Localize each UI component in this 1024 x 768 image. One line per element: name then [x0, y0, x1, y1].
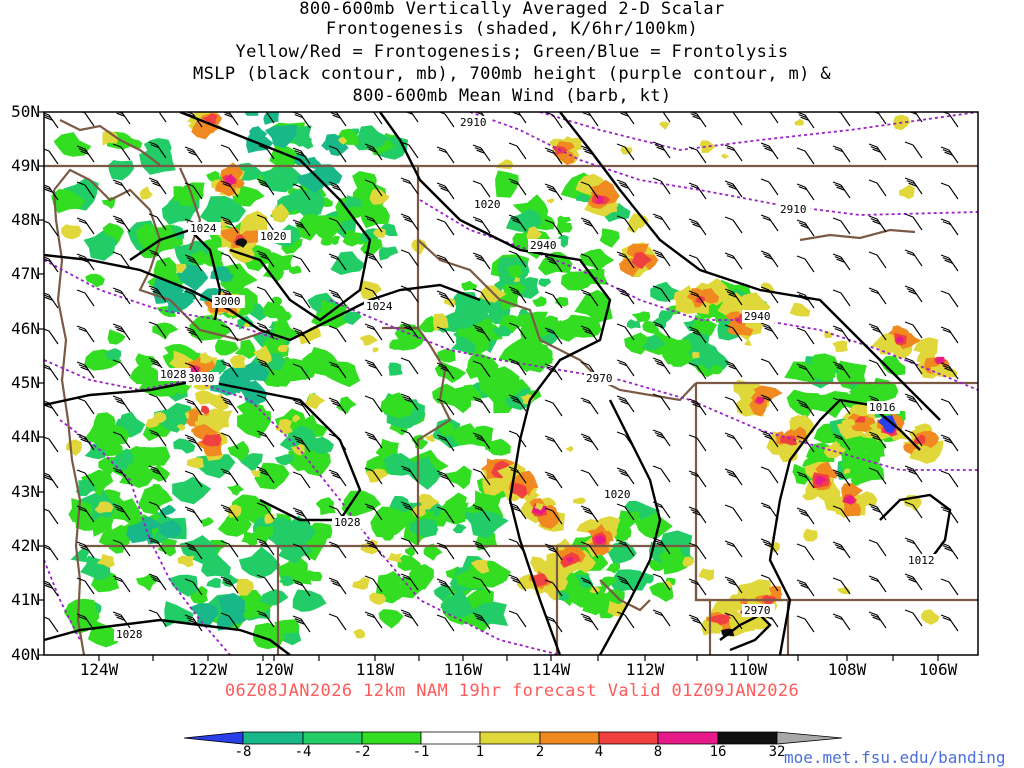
- contour-label: 1028: [334, 516, 361, 529]
- contour-label-bg: [584, 372, 617, 385]
- lat-label: 43N: [11, 482, 40, 501]
- colorbar-label: 4: [594, 744, 604, 760]
- lat-label: 42N: [11, 536, 40, 555]
- colorbar-label: -1: [412, 744, 430, 760]
- colorbar-label: -8: [234, 744, 252, 760]
- contour-label: 1020: [474, 198, 501, 211]
- lon-label: 120W: [254, 660, 294, 679]
- contour-label: 1028: [160, 368, 187, 381]
- lat-label: 41N: [11, 590, 40, 609]
- contour-label: 2940: [744, 310, 771, 323]
- contour-label: 2970: [744, 604, 771, 617]
- frontogenesis-map: 1024 1020 1020 1024 1028 1028 1028 1020 1016 1012…: [38, 111, 979, 661]
- contour-label: 3000: [214, 295, 241, 308]
- lat-label: 40N: [11, 645, 40, 664]
- title-line-5: 800-600mb Mean Wind (barb, kt): [352, 86, 672, 106]
- contour-label-bg: [472, 198, 505, 211]
- lat-label: 46N: [11, 319, 40, 338]
- contour-label: 1028: [116, 628, 143, 641]
- colorbar-label: 8: [653, 744, 663, 760]
- colorbar-swatch: [302, 731, 363, 745]
- contour-label: 1016: [869, 401, 896, 414]
- title-line-1: 800-600mb Vertically Averaged 2-D Scalar: [299, 0, 725, 19]
- colorbar-label: 16: [709, 744, 727, 760]
- contour-label: 1024: [190, 222, 217, 235]
- contour-label: 3030: [188, 372, 215, 385]
- contour-label-bg: [212, 295, 245, 308]
- colorbar-swatch: [242, 731, 304, 745]
- lon-label: 110W: [728, 660, 768, 679]
- height-contours: [44, 112, 978, 655]
- colorbar-label: -4: [294, 744, 312, 760]
- colorbar-swatch: [183, 731, 244, 745]
- contour-label-bg: [528, 239, 561, 252]
- contour-label: 2940: [530, 239, 557, 252]
- lon-label: 106W: [918, 660, 958, 679]
- colorbar-swatch: [598, 731, 659, 745]
- forecast-footer: 06Z08JAN2026 12km NAM 19hr forecast Vali…: [224, 681, 800, 701]
- colorbar-swatch: [420, 731, 481, 745]
- contour-label-bg: [158, 368, 191, 381]
- colorbar-swatch: [776, 731, 843, 745]
- lon-label: 112W: [625, 660, 665, 679]
- axis-ticks: [38, 111, 939, 661]
- lat-label: 47N: [11, 264, 40, 283]
- lat-label: 44N: [11, 427, 40, 446]
- contour-label: 1024: [366, 300, 393, 313]
- state-boundaries: [44, 164, 978, 655]
- title-line-4: MSLP (black contour, mb), 700mb height (…: [192, 64, 832, 84]
- mslp-contours: [44, 112, 952, 655]
- colorbar-swatch: [479, 731, 541, 745]
- lon-label: 122W: [188, 660, 228, 679]
- contour-label: 2970: [586, 372, 613, 385]
- contour-label-bg: [867, 401, 900, 414]
- colorbar-label: 1: [475, 744, 485, 760]
- contour-label-bg: [742, 310, 775, 323]
- lon-label: 114W: [531, 660, 571, 679]
- contour-label: 1020: [604, 488, 631, 501]
- contour-label: 1012: [908, 554, 935, 567]
- contour-label-bg: [364, 300, 397, 313]
- lat-label: 45N: [11, 373, 40, 392]
- contour-labels: 1024 1020 1020 1024 1028 1028 1028 1020 1016 1012…: [114, 116, 939, 641]
- contour-label: 2910: [780, 203, 807, 216]
- contour-label-bg: [188, 222, 221, 235]
- colorbar-label: -2: [353, 744, 371, 760]
- title-line-2: Frontogenesis (shaded, K/6hr/100km): [325, 19, 699, 39]
- lat-label: 50N: [11, 102, 40, 121]
- lat-label: 49N: [11, 156, 40, 175]
- lat-label: 48N: [11, 210, 40, 229]
- contour-label-bg: [906, 554, 939, 567]
- contour-label-bg: [258, 230, 291, 243]
- lon-label: 116W: [443, 660, 483, 679]
- frontogenesis-shading: [51, 112, 958, 650]
- colorbar-swatch: [361, 731, 422, 745]
- contour-label-bg: [602, 488, 635, 501]
- lon-label: 108W: [827, 660, 867, 679]
- colorbar-swatch: [717, 731, 778, 745]
- contour-label: 1020: [260, 230, 287, 243]
- colorbar-swatch: [539, 731, 600, 745]
- contour-label-bg: [186, 372, 219, 385]
- contour-label-bg: [742, 604, 775, 617]
- site-url: moe.met.fsu.edu/banding: [784, 748, 1006, 767]
- contour-label-bg: [114, 628, 147, 641]
- colorbar-label: 32: [768, 744, 786, 760]
- lon-label: 124W: [79, 660, 119, 679]
- contour-label: 2910: [460, 116, 487, 129]
- colorbar-label: 2: [535, 744, 545, 760]
- lon-label: 118W: [355, 660, 395, 679]
- colorbar-swatch: [657, 731, 719, 745]
- title-line-3: Yellow/Red = Frontogenesis; Green/Blue =…: [235, 42, 789, 62]
- contour-label-bg: [778, 203, 811, 216]
- contour-label-bg: [332, 516, 365, 529]
- contour-label-bg: [458, 116, 491, 129]
